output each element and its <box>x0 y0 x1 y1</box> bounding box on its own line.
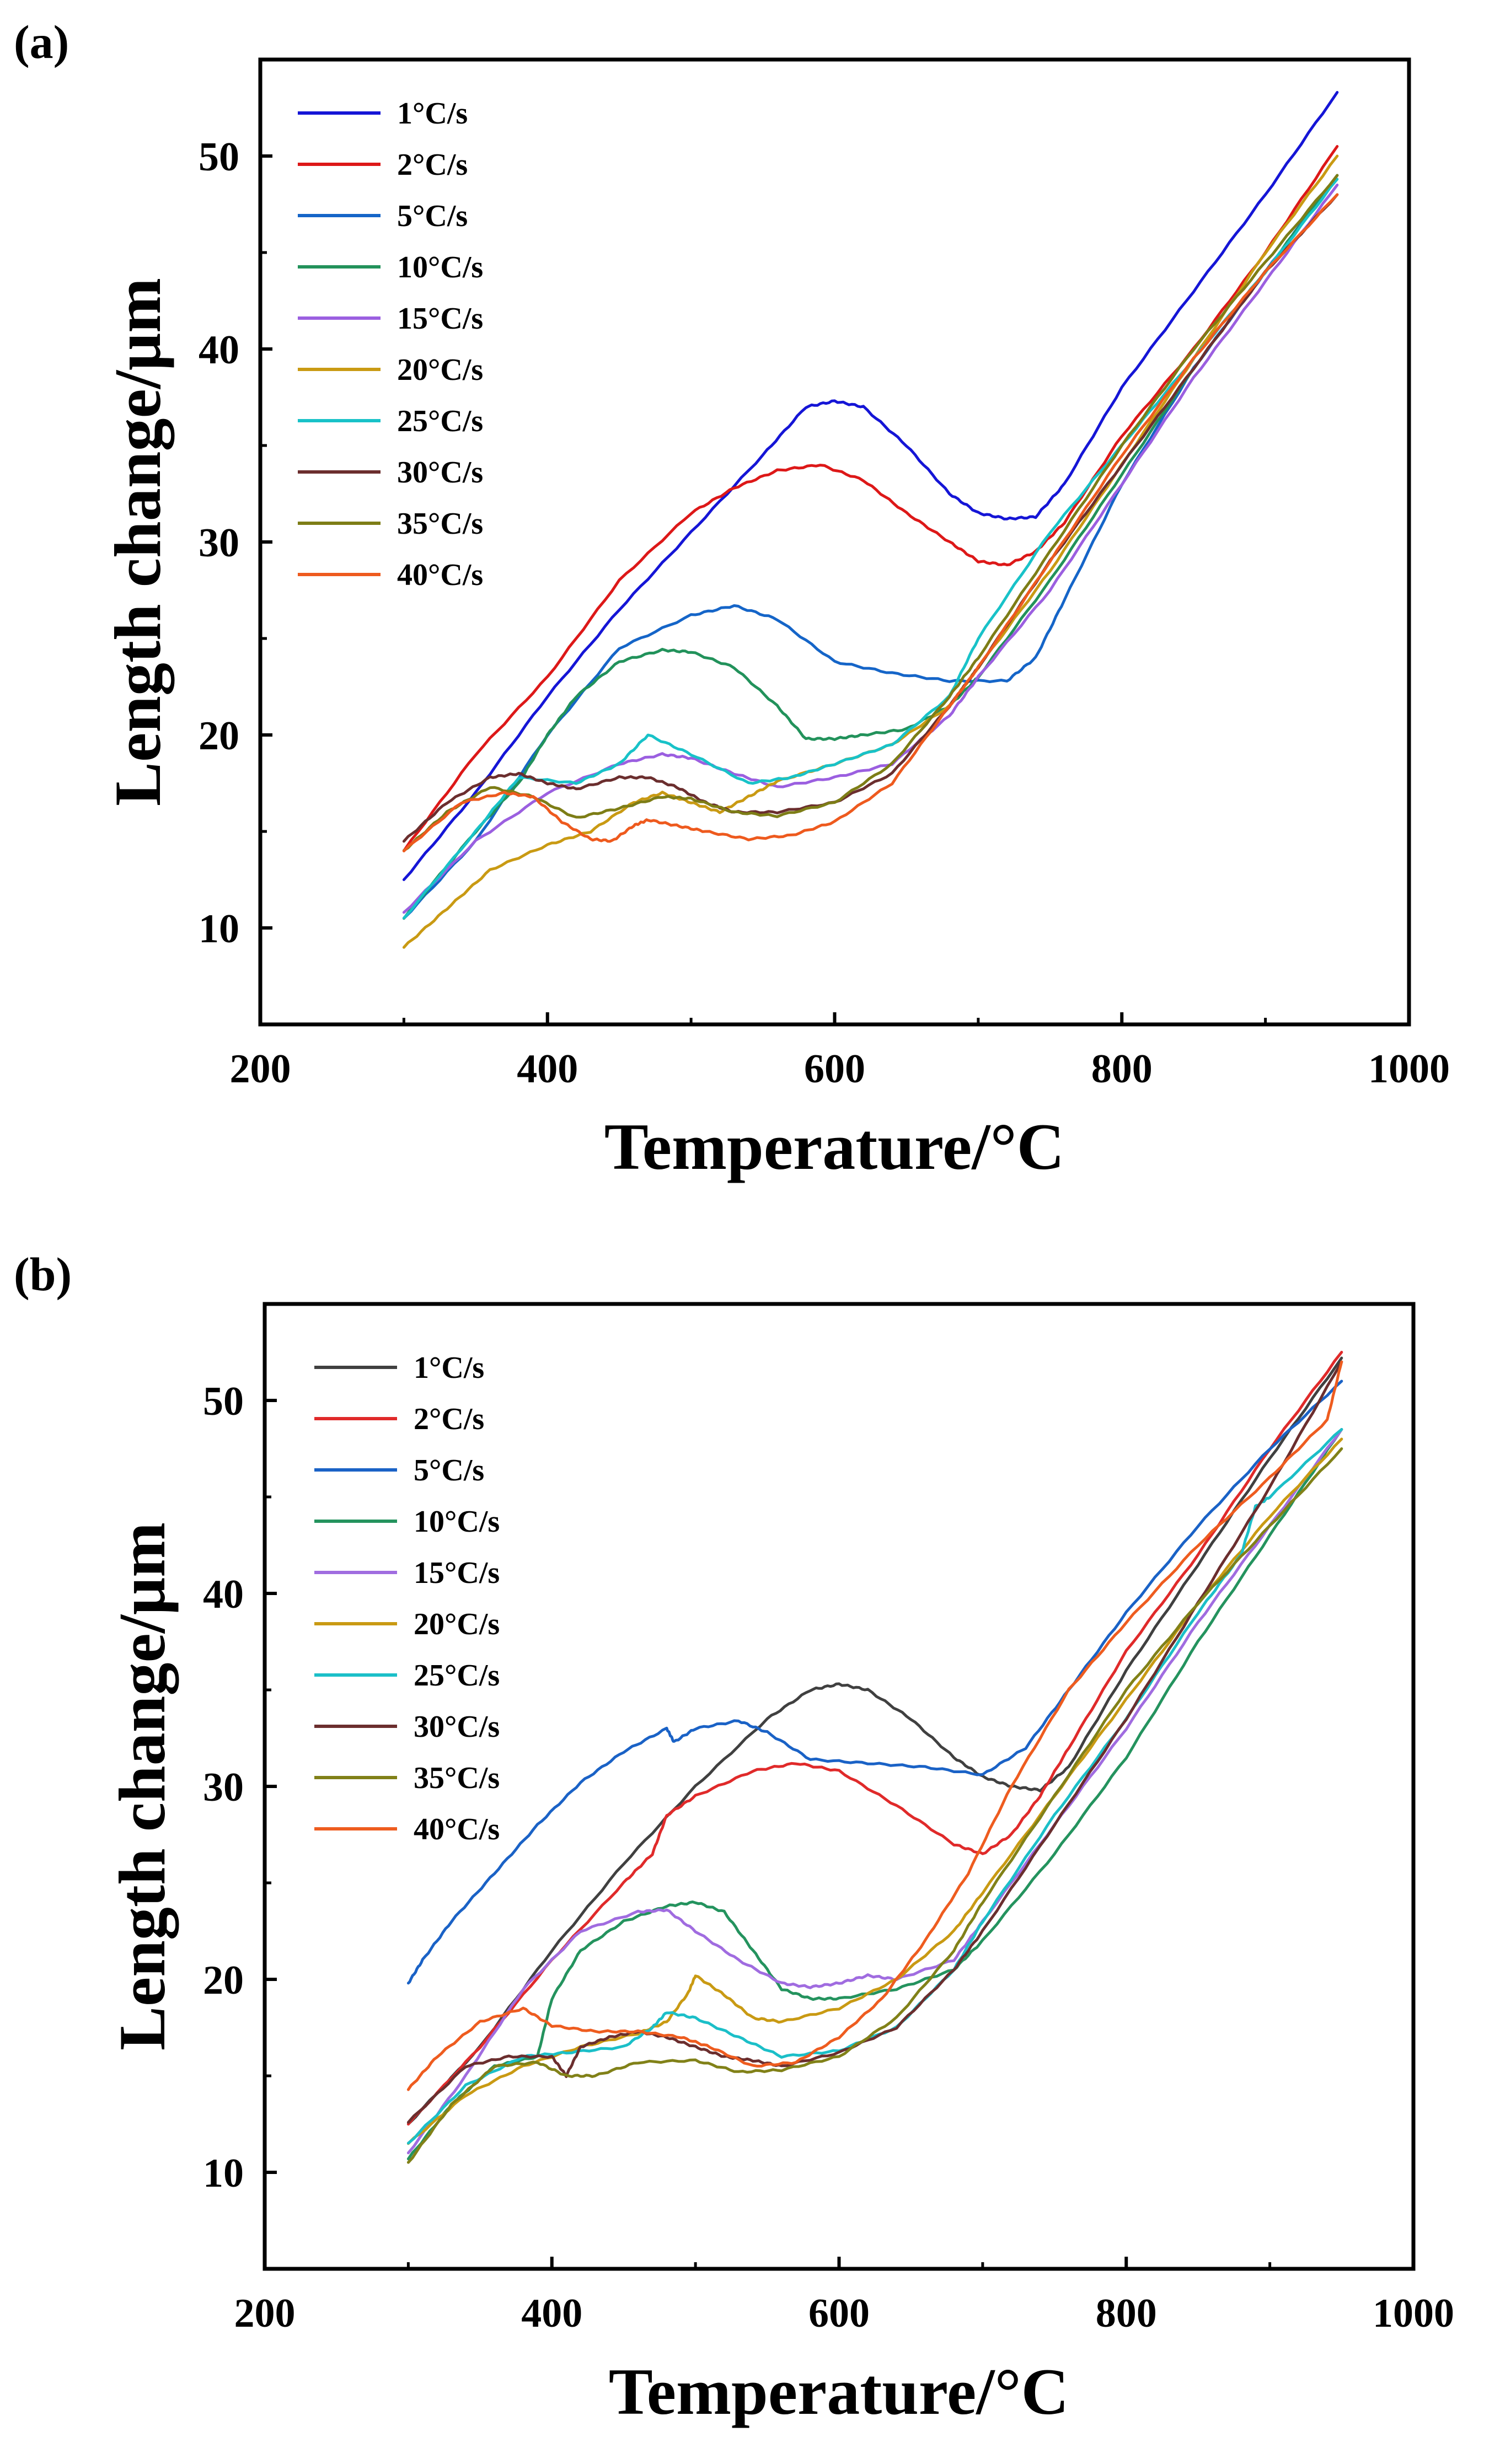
y-tick-label: 20 <box>199 713 239 759</box>
series-line <box>406 1360 1343 2091</box>
y-tick-label: 40 <box>199 328 239 373</box>
legend-entry: 40°C/s <box>397 558 483 592</box>
series-line <box>402 154 1339 949</box>
legend-entry: 1°C/s <box>414 1351 484 1385</box>
x-tick-label: 200 <box>230 1046 291 1092</box>
legend-entry: 20°C/s <box>414 1607 500 1641</box>
x-tick-label: 800 <box>1091 1046 1153 1092</box>
series-line <box>402 178 1339 920</box>
panel-label: (a) <box>14 15 69 68</box>
series-lines <box>406 1351 1343 2164</box>
y-tick-label: 50 <box>203 1379 244 1424</box>
x-tick-label: 1000 <box>1373 2291 1454 2336</box>
series-line <box>402 91 1339 881</box>
y-axis-title: Length change/μm <box>101 278 175 806</box>
legend-entry: 1°C/s <box>397 96 468 131</box>
legend-entry: 20°C/s <box>397 353 483 387</box>
series-line <box>402 193 1339 852</box>
y-tick-label: 20 <box>203 1958 244 2003</box>
x-tick-label: 400 <box>517 1046 578 1092</box>
panel-b: (b) 200 400 600 800 1000 10 20 30 40 50 1°C/s 2°C/… <box>14 1248 1454 2428</box>
legend-entry: 5°C/s <box>414 1453 484 1488</box>
x-tick-label: 400 <box>521 2291 582 2336</box>
legend-entry: 25°C/s <box>397 404 483 438</box>
y-tick-label: 40 <box>203 1572 244 1617</box>
x-tick-label: 1000 <box>1368 1046 1450 1092</box>
series-line <box>402 174 1339 920</box>
legend-entry: 15°C/s <box>414 1556 500 1590</box>
legend-entry: 30°C/s <box>397 455 483 490</box>
y-tick-label: 10 <box>203 2151 244 2196</box>
series-line <box>406 1379 1343 1985</box>
legend-entry: 25°C/s <box>414 1658 500 1693</box>
legend-entry: 40°C/s <box>414 1812 500 1846</box>
axis-ticks: 200 400 600 800 1000 10 20 30 40 50 <box>203 1379 1454 2336</box>
y-tick-label: 30 <box>199 520 239 566</box>
legend: 1°C/s 2°C/s 5°C/s 10°C/s 15°C/s 20°C/s 25°C/s 3… <box>298 96 483 592</box>
x-tick-label: 600 <box>808 2291 870 2336</box>
series-line <box>406 1351 1343 2126</box>
x-axis-title: Temperature/°C <box>604 1110 1065 1183</box>
legend-entry: 2°C/s <box>414 1402 484 1436</box>
x-tick-label: 200 <box>234 2291 296 2336</box>
series-line <box>406 1447 1343 2164</box>
legend-entry: 10°C/s <box>397 250 483 284</box>
legend-entry: 5°C/s <box>397 199 468 233</box>
panel-label: (b) <box>14 1248 72 1301</box>
series-line <box>406 1356 1343 2125</box>
legend-entry: 10°C/s <box>414 1505 500 1539</box>
series-line <box>406 1437 1343 2145</box>
y-tick-label: 50 <box>199 135 239 180</box>
y-axis-title: Length change/μm <box>105 1522 179 2050</box>
series-line <box>406 1428 1343 2161</box>
series-line <box>402 145 1339 852</box>
y-tick-label: 10 <box>199 906 239 952</box>
legend-entry: 35°C/s <box>414 1761 500 1795</box>
y-tick-label: 30 <box>203 1765 244 1810</box>
series-line <box>402 174 1339 920</box>
series-line <box>406 1428 1343 2155</box>
legend-entry: 35°C/s <box>397 507 483 541</box>
legend-entry: 15°C/s <box>397 302 483 336</box>
panel-a: (a) 200 400 600 800 1000 10 20 30 40 50 1°C/s 2°C/… <box>14 15 1450 1183</box>
legend-entry: 30°C/s <box>414 1710 500 1744</box>
legend-entry: 2°C/s <box>397 148 468 182</box>
axis-ticks: 200 400 600 800 1000 10 20 30 40 50 <box>199 135 1450 1092</box>
legend: 1°C/s 2°C/s 5°C/s 10°C/s 15°C/s 20°C/s 25°C/s 3… <box>314 1351 500 1846</box>
x-axis-title: Temperature/°C <box>609 2355 1069 2428</box>
series-lines <box>402 91 1339 949</box>
x-tick-label: 600 <box>804 1046 865 1092</box>
x-tick-label: 800 <box>1096 2291 1157 2336</box>
